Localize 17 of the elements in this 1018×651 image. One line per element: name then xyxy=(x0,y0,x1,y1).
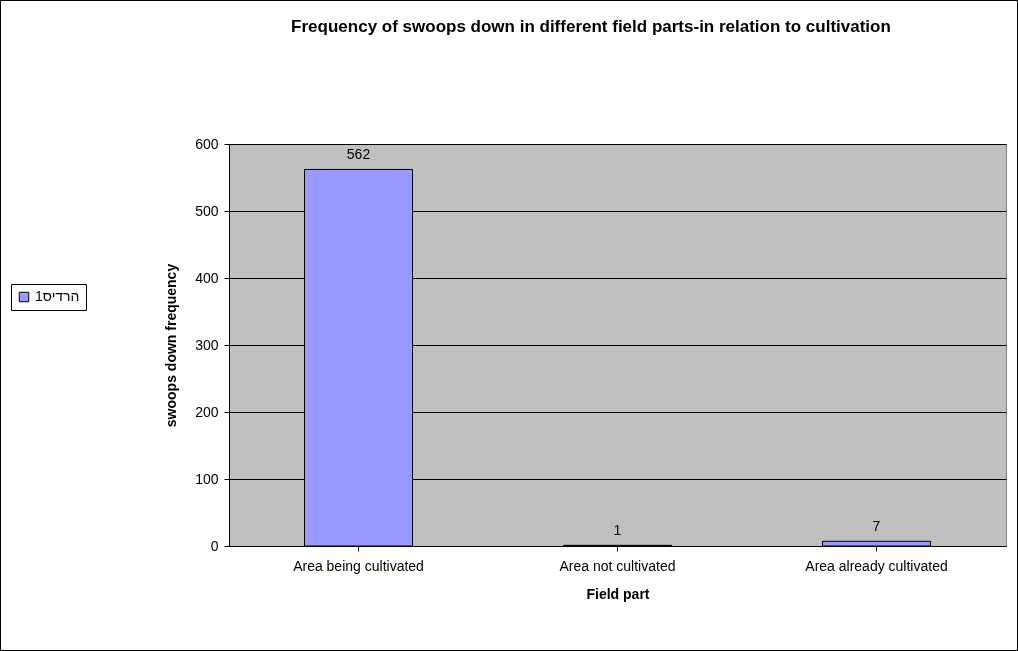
y-tick-label: 400 xyxy=(195,269,219,286)
x-tick-label: Area not cultivated xyxy=(559,557,676,574)
x-axis-title: Field part xyxy=(586,585,650,602)
y-tick-label: 300 xyxy=(195,336,219,353)
y-tick-label: 200 xyxy=(195,403,219,420)
x-tick-label: Area being cultivated xyxy=(293,557,424,574)
y-axis-title: swoops down frequency xyxy=(163,263,180,428)
legend-label: הרדיס1 xyxy=(35,288,80,304)
data-label: 562 xyxy=(346,146,371,163)
y-tick-label: 500 xyxy=(195,202,219,219)
x-tick-label: Area already cultivated xyxy=(805,557,948,574)
data-label: 1 xyxy=(613,522,622,539)
y-tick-label: 0 xyxy=(210,537,219,554)
y-tick-label: 100 xyxy=(195,470,219,487)
data-label: 7 xyxy=(872,518,881,535)
chart-title: Frequency of swoops down in different field parts-in relation to cultivation xyxy=(290,16,892,38)
y-tick-label: 600 xyxy=(195,135,219,152)
